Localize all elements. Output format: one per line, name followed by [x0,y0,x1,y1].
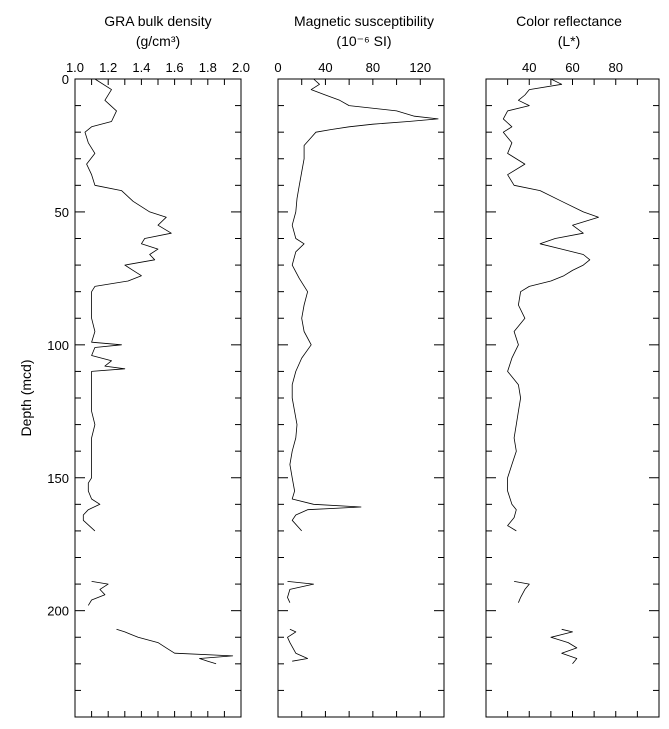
x-tick-label: 80 [366,60,380,75]
plot-frame [485,78,660,718]
x-tick-label: 80 [609,60,623,75]
x-tick-label: 40 [522,60,536,75]
x-tick-label: 1.8 [199,60,217,75]
y-tick-labels: 0 50 100 150 200 [47,72,69,619]
x-tick-label: 1.4 [132,60,150,75]
y-tick-label: 150 [47,471,69,486]
plot-frame [74,78,242,718]
y-tick-label: 200 [47,604,69,619]
axis-tick-marks [485,78,660,718]
panel-magnetic-susceptibility: Magnetic susceptibility (10⁻⁶ SI) 0 40 80 1… [274,13,445,718]
x-tick-labels: 40 60 80 [522,60,623,75]
x-tick-label: 1.6 [166,60,184,75]
x-tick-label: 60 [565,60,579,75]
y-tick-label: 50 [55,205,69,220]
x-tick-label: 2.0 [232,60,250,75]
panel-unit: (g/cm³) [136,33,180,49]
x-tick-label: 40 [318,60,332,75]
y-tick-label: 100 [47,338,69,353]
series-layer [82,78,234,665]
axis-tick-marks [277,78,445,718]
x-tick-labels: 0 40 80 120 [274,60,431,75]
series-line [502,78,599,665]
panel-title: GRA bulk density [104,13,211,29]
plot-frame [277,78,445,718]
axis-tick-marks [74,78,242,718]
x-tick-labels: 1.0 1.2 1.4 1.6 1.8 2.0 [66,60,250,75]
series-layer [287,78,439,662]
y-tick-label: 0 [62,72,69,87]
panel-unit: (L*) [558,33,581,49]
panel-color-reflectance: Color reflectance (L*) 40 60 80 [485,13,660,718]
panel-title: Magnetic susceptibility [294,13,434,29]
series-line [82,78,234,665]
x-tick-label: 120 [409,60,431,75]
x-tick-label: 1.2 [99,60,117,75]
x-tick-label: 0 [274,60,281,75]
panel-gra-bulk-density: GRA bulk density (g/cm³) 1.0 1.2 1.4 1.6 1.8… [47,13,250,718]
panel-unit: (10⁻⁶ SI) [336,33,391,49]
series-line [287,78,439,662]
x-tick-label: 1.0 [66,60,84,75]
series-layer [502,78,599,665]
panel-title: Color reflectance [516,13,622,29]
y-axis-label: Depth (mcd) [18,359,34,436]
